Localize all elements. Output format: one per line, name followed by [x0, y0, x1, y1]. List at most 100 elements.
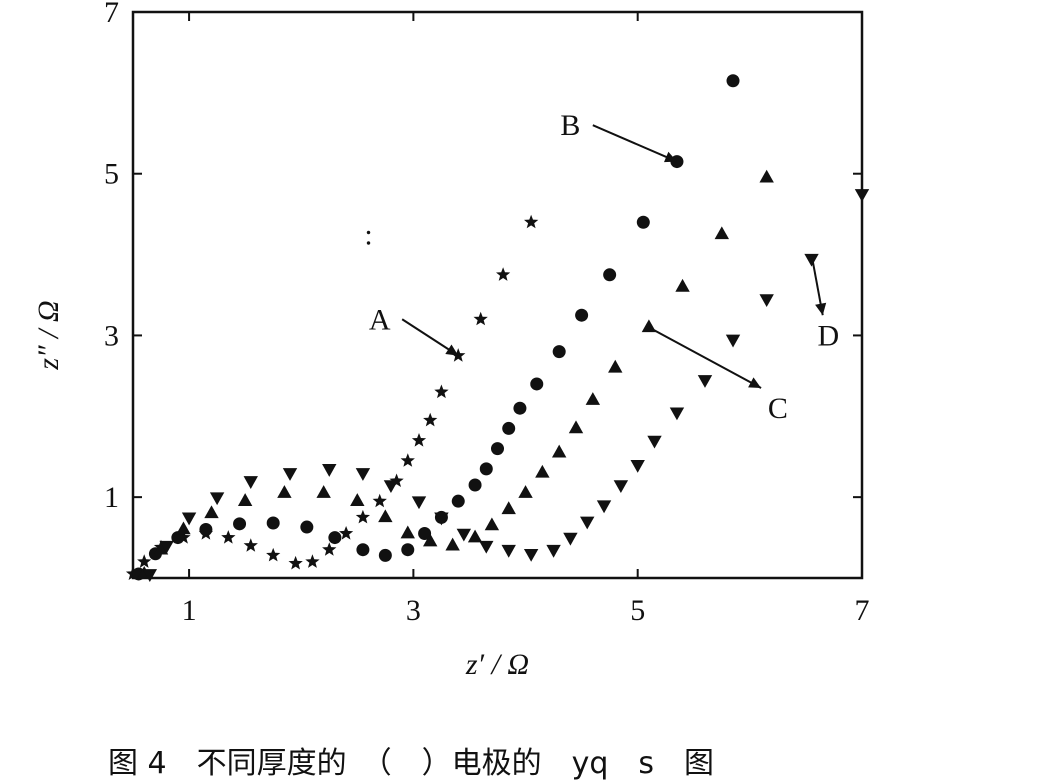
annotation-arrow-head [664, 151, 677, 163]
data-point-triangle-down [322, 464, 337, 477]
x-axis-title: z′ / Ω [465, 648, 529, 681]
data-point-triangle-up [759, 169, 774, 183]
data-point-triangle-up [518, 485, 533, 498]
data-point-circle [378, 548, 392, 562]
data-point-triangle-down [647, 435, 662, 449]
y-axis-title: z″ / Ω [32, 300, 65, 370]
data-point-triangle-down [697, 375, 713, 388]
data-point-triangle-down [282, 468, 298, 481]
data-point-triangle-up [350, 493, 365, 506]
annotation-label: B [560, 109, 580, 142]
data-point-triangle-down [181, 512, 197, 526]
annotation-label: C [768, 392, 788, 425]
data-point-circle [491, 442, 504, 456]
data-point-star [496, 267, 511, 281]
data-point-triangle-up [445, 537, 460, 551]
annotation-arrow-head [815, 302, 827, 316]
data-point-star [473, 311, 488, 326]
data-point-triangle-down [456, 528, 472, 542]
data-point-triangle-up [535, 464, 550, 478]
data-point-circle [233, 517, 247, 531]
data-point-star [411, 433, 427, 447]
data-point-triangle-up [423, 533, 438, 547]
annotation-arrow-line [648, 326, 762, 389]
data-point-circle [726, 74, 740, 88]
data-point-circle [513, 401, 527, 415]
data-point-circle [401, 543, 415, 557]
data-point-triangle-down [434, 512, 449, 526]
data-point-triangle-down [630, 460, 645, 473]
data-point-triangle-down [355, 468, 371, 481]
data-point-triangle-up [400, 525, 415, 539]
data-point-triangle-down [501, 544, 516, 558]
data-point-triangle-down [669, 407, 685, 421]
data-point-triangle-down [546, 544, 561, 558]
data-point-triangle-up [714, 226, 730, 240]
data-point-triangle-down [759, 294, 774, 308]
data-point-star [339, 526, 354, 540]
data-point-triangle-up [277, 485, 292, 498]
data-point-circle [636, 215, 650, 229]
data-point-circle [266, 516, 280, 530]
data-points [125, 74, 870, 582]
data-point-circle [451, 494, 465, 508]
data-point-triangle-up [551, 444, 567, 458]
data-point-triangle-up [608, 359, 623, 373]
data-point-triangle-down [142, 569, 158, 582]
data-point-triangle-down [479, 540, 494, 554]
data-point-circle [418, 527, 432, 541]
data-point-triangle-down [854, 189, 870, 202]
data-point-triangle-down [563, 532, 578, 546]
data-point-triangle-up [484, 517, 500, 531]
data-point-circle [502, 421, 516, 435]
x-tick-label: 5 [630, 594, 645, 627]
data-point-triangle-up [316, 485, 331, 498]
data-point-triangle-down [383, 480, 399, 494]
data-point-triangle-down [725, 334, 741, 348]
data-point-star [221, 530, 236, 544]
y-tick-label: 3 [104, 319, 119, 352]
annotations: A B C D: [364, 109, 839, 425]
y-tick-label: 5 [104, 158, 119, 191]
data-point-circle [552, 345, 566, 359]
data-point-star [524, 214, 539, 229]
data-point-circle [300, 520, 314, 534]
data-point-triangle-down [243, 476, 258, 489]
data-point-triangle-up [467, 529, 483, 543]
annotation-label: D [818, 319, 840, 352]
data-point-triangle-up [675, 278, 690, 292]
y-tick-label: 7 [104, 0, 119, 29]
annotation-label: : [364, 218, 372, 251]
x-tick-label: 1 [182, 594, 197, 627]
data-point-star [355, 509, 370, 524]
data-point-triangle-up [237, 493, 253, 506]
data-point-triangle-down [411, 496, 427, 510]
x-tick-label: 7 [855, 594, 870, 627]
annotation-label: A [369, 303, 391, 336]
data-point-circle [171, 531, 185, 545]
annotation-arrow-head [445, 344, 459, 356]
data-point-star [137, 554, 152, 568]
figure-caption: 图 4 不同厚度的 （ ）电极的 yq s 图 [108, 746, 715, 781]
data-point-star [266, 547, 281, 562]
data-point-triangle-down [580, 516, 595, 530]
data-point-star [400, 453, 415, 467]
data-point-circle [603, 268, 617, 282]
data-point-circle [199, 522, 213, 536]
data-point-triangle-up [176, 521, 191, 535]
data-point-triangle-down [523, 548, 539, 562]
data-point-circle [328, 531, 342, 545]
data-point-triangle-down [804, 253, 819, 267]
annotation-arrow-head [748, 377, 762, 388]
data-point-star [305, 554, 320, 568]
annotation-arrow-line [592, 124, 678, 163]
data-point-star [243, 538, 258, 552]
data-point-triangle-up [501, 501, 516, 515]
data-point-triangle-down [159, 540, 174, 554]
x-tick-label: 3 [406, 594, 421, 627]
data-point-circle [575, 308, 589, 322]
data-point-star [372, 493, 387, 508]
y-tick-label: 1 [104, 481, 119, 514]
data-point-circle [479, 462, 493, 476]
data-point-triangle-down [596, 500, 612, 514]
